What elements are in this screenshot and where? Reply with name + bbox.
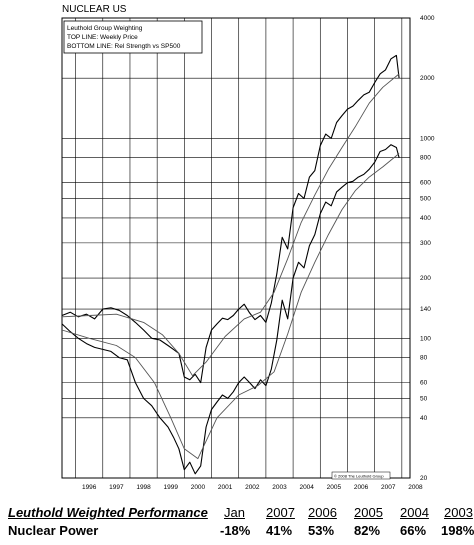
series-line-2 bbox=[61, 73, 400, 377]
performance-title: Leuthold Weighted Performance bbox=[8, 505, 208, 520]
y-tick-label: 100 bbox=[420, 335, 431, 342]
x-tick-label: 1996 bbox=[82, 484, 97, 491]
column-2005: 2005 bbox=[354, 505, 383, 520]
legend-line-1: Leuthold Group Weighting bbox=[67, 25, 143, 32]
x-tick-label: 2003 bbox=[272, 484, 287, 491]
column-2003: 2003 bbox=[444, 505, 473, 520]
x-tick-label: 2004 bbox=[299, 484, 314, 491]
y-tick-label: 140 bbox=[420, 306, 431, 313]
x-tick-label: 2000 bbox=[191, 484, 206, 491]
y-tick-label: 80 bbox=[420, 355, 428, 362]
row-label: Nuclear Power bbox=[8, 523, 99, 538]
x-tick-label: 2001 bbox=[218, 484, 233, 491]
column-2006: 2006 bbox=[308, 505, 337, 520]
legend-line-3: BOTTOM LINE: Rel Strength vs SP500 bbox=[67, 43, 181, 50]
column-jan: Jan bbox=[224, 505, 245, 520]
y-tick-label: 60 bbox=[420, 380, 428, 387]
y-tick-label: 4000 bbox=[420, 15, 435, 22]
value-2004: 66% bbox=[400, 523, 427, 538]
x-tick-label: 2005 bbox=[327, 484, 342, 491]
y-axis-ticks: 20 40 50 60 80 100 140 200 300 400 500 600 800 1000 20… bbox=[420, 15, 435, 482]
series bbox=[61, 54, 400, 475]
series-line-3 bbox=[61, 144, 400, 475]
value-2007: 41% bbox=[266, 523, 293, 538]
price-chart: Leuthold Group Weighting TOP LINE: Weekl… bbox=[61, 15, 435, 491]
y-tick-label: 20 bbox=[420, 475, 428, 482]
x-tick-label: 1999 bbox=[164, 484, 179, 491]
value-2006: 53% bbox=[308, 523, 335, 538]
y-tick-label: 40 bbox=[420, 415, 428, 422]
column-2007: 2007 bbox=[266, 505, 295, 520]
x-axis-ticks: 1996 1997 1998 1999 2000 2001 2002 2003 2004 2005… bbox=[82, 484, 423, 491]
x-tick-label: 2006 bbox=[354, 484, 369, 491]
y-tick-label: 600 bbox=[420, 180, 431, 187]
y-tick-label: 50 bbox=[420, 395, 428, 402]
y-tick-label: 800 bbox=[420, 155, 431, 162]
column-2004: 2004 bbox=[400, 505, 429, 520]
series-line-1 bbox=[61, 54, 400, 384]
x-tick-label: 2002 bbox=[245, 484, 260, 491]
value-2003: 198% bbox=[441, 523, 474, 538]
y-tick-label: 300 bbox=[420, 240, 431, 247]
series-line-4 bbox=[61, 153, 400, 460]
y-tick-label: 500 bbox=[420, 196, 431, 203]
x-tick-label: 1998 bbox=[136, 484, 151, 491]
credit-box: © 2008 The Leuthold Group bbox=[331, 471, 391, 480]
y-tick-label: 2000 bbox=[420, 75, 435, 82]
value-jan: -18% bbox=[220, 523, 251, 538]
y-tick-label: 1000 bbox=[420, 135, 435, 142]
value-2005: 82% bbox=[354, 523, 381, 538]
credit-text: © 2008 The Leuthold Group bbox=[334, 474, 384, 479]
x-tick-label: 2008 bbox=[408, 484, 423, 491]
plot-frame bbox=[61, 17, 411, 479]
grid bbox=[61, 17, 411, 479]
y-tick-label: 400 bbox=[420, 215, 431, 222]
y-tick-label: 200 bbox=[420, 275, 431, 282]
x-tick-label: 1997 bbox=[109, 484, 124, 491]
legend-line-2: TOP LINE: Weekly Price bbox=[67, 34, 138, 41]
legend-box: Leuthold Group Weighting TOP LINE: Weekl… bbox=[63, 20, 203, 54]
chart-title: NUCLEAR US bbox=[62, 4, 127, 15]
x-tick-label: 2007 bbox=[381, 484, 396, 491]
